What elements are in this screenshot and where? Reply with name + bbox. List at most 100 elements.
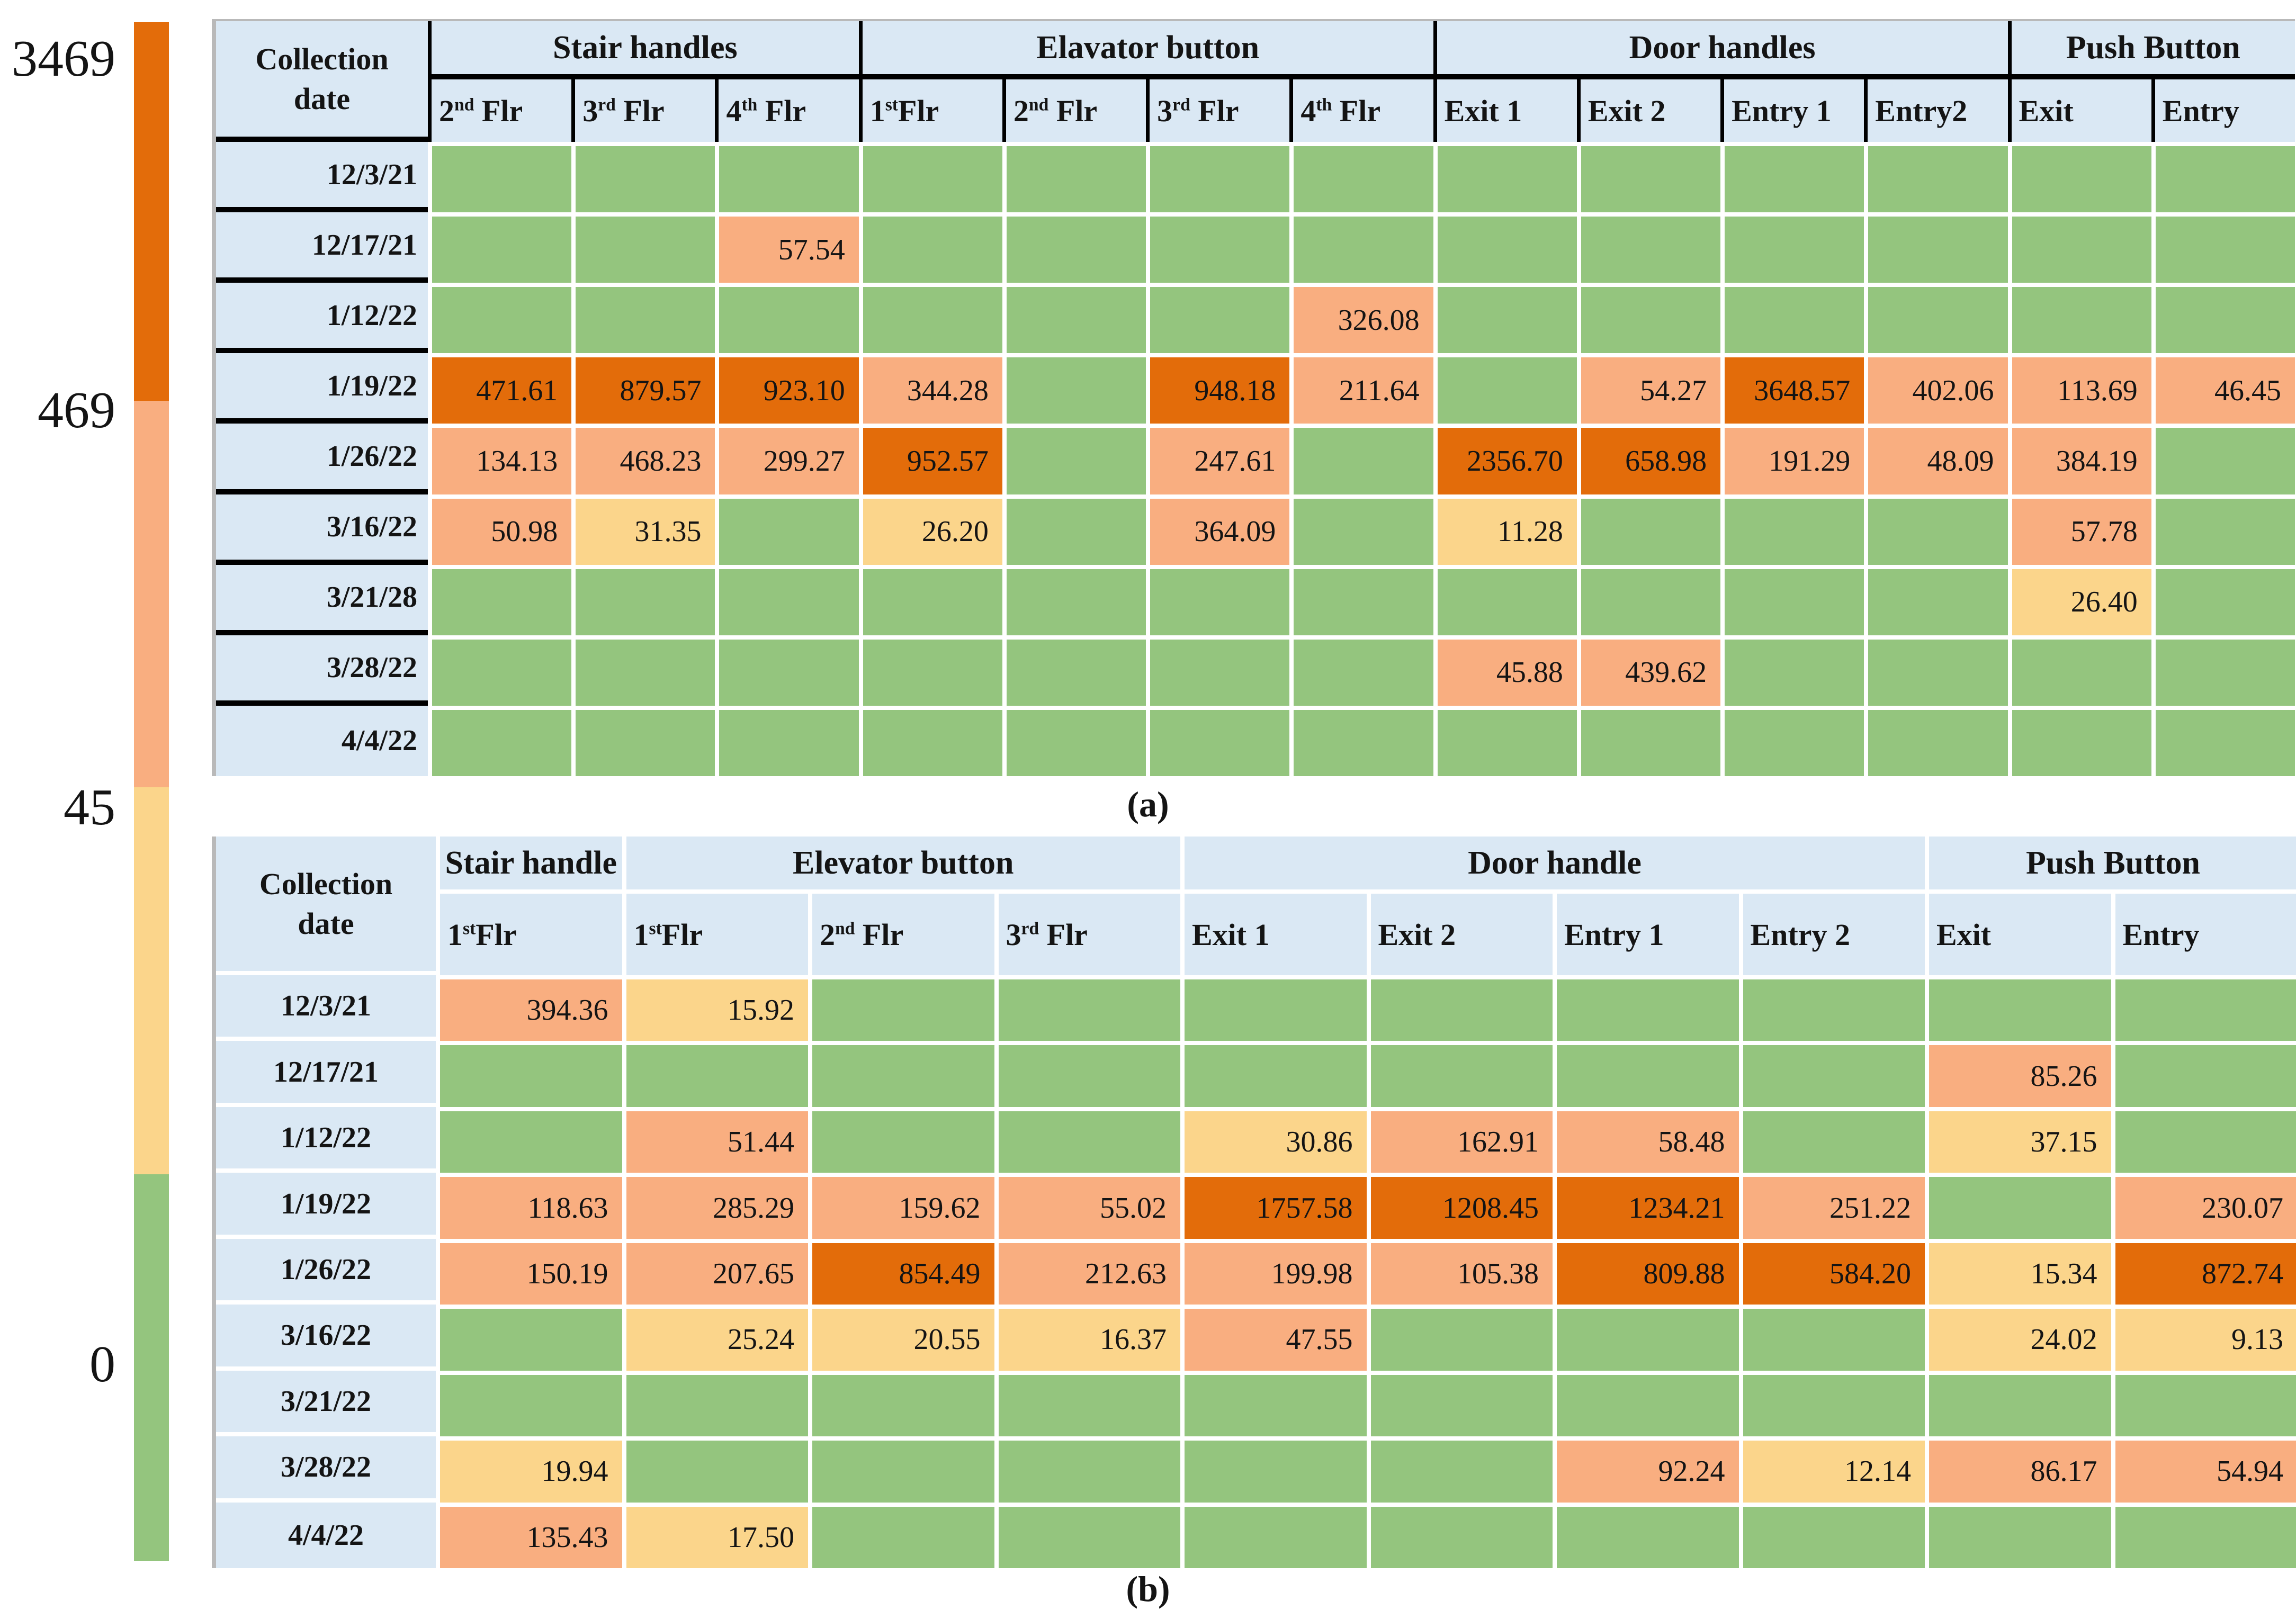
date-cell-a-r4: 1/19/22 — [216, 353, 428, 424]
value-label: 15.92 — [728, 993, 794, 1027]
value-cell-b-r4-c9 — [1925, 1173, 2111, 1238]
value-cell-b-r8-c9: 86.17 — [1925, 1436, 2111, 1502]
value-cell-b-r5-c10: 872.74 — [2111, 1239, 2296, 1305]
value-cell-b-r2-c5 — [1180, 1041, 1367, 1107]
value-cell-b-r2-c9: 85.26 — [1925, 1041, 2111, 1107]
value-cell-b-r6-c6 — [1367, 1305, 1553, 1370]
date-cell-b-r3: 1/12/22 — [216, 1107, 436, 1173]
col-header-label: 4th Flr — [1301, 93, 1380, 129]
value-label: 26.40 — [2071, 585, 2138, 619]
value-cell-b-r1-c4 — [994, 975, 1181, 1041]
value-cell-b-r8-c1: 19.94 — [436, 1436, 622, 1502]
scale-label-max: 3469 — [0, 33, 115, 85]
col-header-b-10: Entry — [2111, 894, 2296, 975]
col-header-label: Exit 2 — [1378, 917, 1456, 952]
date-cell-b-r6: 3/16/22 — [216, 1305, 436, 1370]
col-header-label: 2nd Flr — [439, 93, 523, 129]
value-cell-a-r8-c2 — [571, 635, 715, 706]
value-cell-b-r2-c4 — [994, 1041, 1181, 1107]
value-cell-a-r3-c11 — [1864, 283, 2007, 353]
value-cell-b-r6-c9: 24.02 — [1925, 1305, 2111, 1370]
group-header-label: Push Button — [2026, 844, 2200, 882]
col-header-label: Entry 2 — [1751, 917, 1851, 952]
date-label: 3/16/22 — [327, 510, 417, 544]
value-label: 31.35 — [634, 515, 701, 548]
value-label: 199.98 — [1271, 1257, 1353, 1291]
col-header-label: 3rd Flr — [1157, 93, 1239, 129]
value-cell-b-r3-c4 — [994, 1107, 1181, 1173]
value-label: 364.09 — [1194, 515, 1276, 548]
value-cell-a-r1-c13 — [2151, 142, 2295, 212]
col-header-b-2: 1stFlr — [622, 894, 809, 975]
value-cell-a-r7-c6 — [1146, 565, 1289, 635]
value-cell-b-r7-c8 — [1739, 1371, 1925, 1436]
value-cell-b-r2-c1 — [436, 1041, 622, 1107]
value-cell-a-r5-c4: 952.57 — [859, 424, 1002, 494]
value-label: 150.19 — [527, 1257, 608, 1291]
value-cell-a-r2-c7 — [1289, 212, 1433, 283]
value-cell-b-r5-c9: 15.34 — [1925, 1239, 2111, 1305]
col-header-label: 1stFlr — [870, 93, 939, 129]
value-cell-a-r5-c7 — [1289, 424, 1433, 494]
value-cell-a-r5-c8: 2356.70 — [1433, 424, 1577, 494]
group-header-label: Door handles — [1629, 29, 1816, 67]
value-cell-a-r5-c11: 48.09 — [1864, 424, 2007, 494]
value-cell-a-r3-c7: 326.08 — [1289, 283, 1433, 353]
value-cell-a-r3-c10 — [1720, 283, 1864, 353]
value-cell-a-r6-c5 — [1002, 494, 1146, 565]
col-header-b-1: 1stFlr — [436, 894, 622, 975]
value-label: 230.07 — [2202, 1191, 2283, 1225]
date-label: 1/12/22 — [281, 1121, 371, 1155]
value-cell-b-r5-c7: 809.88 — [1553, 1239, 1739, 1305]
value-cell-b-r9-c5 — [1180, 1503, 1367, 1568]
value-cell-a-r7-c4 — [859, 565, 1002, 635]
value-label: 118.63 — [528, 1191, 608, 1225]
value-label: 51.44 — [728, 1125, 794, 1159]
value-cell-a-r9-c4 — [859, 706, 1002, 776]
value-label: 1757.58 — [1257, 1191, 1353, 1225]
col-header-b-9: Exit — [1925, 894, 2111, 975]
value-cell-a-r4-c3: 923.10 — [715, 353, 858, 424]
value-cell-b-r8-c3 — [808, 1436, 994, 1502]
value-cell-a-r1-c5 — [1002, 142, 1146, 212]
date-cell-b-r2: 12/17/21 — [216, 1041, 436, 1107]
value-cell-b-r9-c2: 17.50 — [622, 1503, 809, 1568]
value-cell-a-r9-c1 — [428, 706, 571, 776]
value-cell-b-r7-c10 — [2111, 1371, 2296, 1436]
date-cell-b-r9: 4/4/22 — [216, 1503, 436, 1568]
date-label: 4/4/22 — [288, 1518, 364, 1552]
value-cell-b-r8-c8: 12.14 — [1739, 1436, 1925, 1502]
col-header-label: Exit 2 — [1588, 93, 1666, 129]
value-label: 162.91 — [1457, 1125, 1539, 1159]
value-label: 57.78 — [2071, 515, 2138, 548]
value-cell-a-r6-c8: 11.28 — [1433, 494, 1577, 565]
value-cell-b-r5-c3: 854.49 — [808, 1239, 994, 1305]
col-header-a-6: 3rd Flr — [1146, 79, 1289, 142]
col-header-label: 1stFlr — [634, 917, 703, 952]
value-cell-a-r7-c8 — [1433, 565, 1577, 635]
group-header-b-4: Push Button — [1925, 837, 2296, 894]
value-cell-b-r5-c4: 212.63 — [994, 1239, 1181, 1305]
value-cell-a-r2-c11 — [1864, 212, 2007, 283]
value-cell-a-r8-c9: 439.62 — [1577, 635, 1720, 706]
value-label: 26.20 — [922, 515, 989, 548]
col-header-label: Exit — [1936, 917, 1991, 952]
value-label: 159.62 — [899, 1191, 981, 1225]
value-label: 1208.45 — [1442, 1191, 1539, 1225]
value-cell-b-r6-c8 — [1739, 1305, 1925, 1370]
value-label: 3648.57 — [1754, 374, 1850, 408]
value-cell-b-r3-c9: 37.15 — [1925, 1107, 2111, 1173]
value-cell-a-r8-c1 — [428, 635, 571, 706]
value-cell-b-r4-c8: 251.22 — [1739, 1173, 1925, 1238]
corner-header-line-1: Collection — [255, 39, 388, 79]
value-label: 9.13 — [2231, 1323, 2283, 1356]
value-cell-b-r6-c5: 47.55 — [1180, 1305, 1367, 1370]
value-label: 299.27 — [764, 444, 845, 478]
value-cell-a-r4-c13: 46.45 — [2151, 353, 2295, 424]
value-cell-a-r8-c6 — [1146, 635, 1289, 706]
value-cell-b-r1-c7 — [1553, 975, 1739, 1041]
value-cell-a-r8-c11 — [1864, 635, 2007, 706]
value-cell-b-r6-c3: 20.55 — [808, 1305, 994, 1370]
col-header-b-6: Exit 2 — [1367, 894, 1553, 975]
value-label: 952.57 — [907, 444, 989, 478]
